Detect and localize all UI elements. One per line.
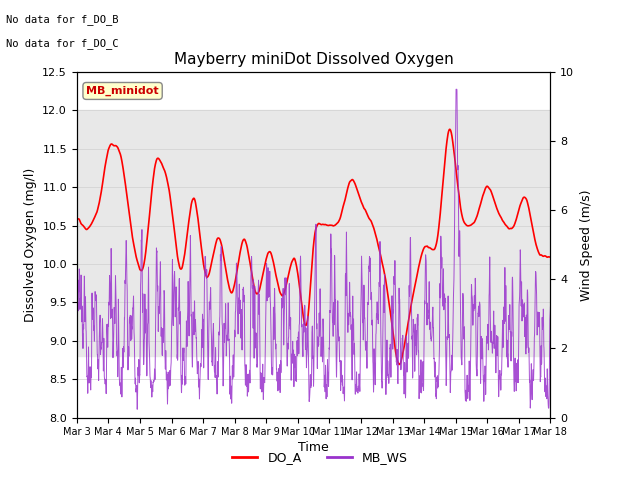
Text: MB_minidot: MB_minidot bbox=[86, 86, 159, 96]
Text: No data for f_DO_B: No data for f_DO_B bbox=[6, 14, 119, 25]
Text: No data for f_DO_C: No data for f_DO_C bbox=[6, 38, 119, 49]
Title: Mayberry miniDot Dissolved Oxygen: Mayberry miniDot Dissolved Oxygen bbox=[173, 52, 454, 67]
Bar bbox=[77, 110, 550, 356]
Legend: DO_A, MB_WS: DO_A, MB_WS bbox=[227, 446, 413, 469]
Y-axis label: Wind Speed (m/s): Wind Speed (m/s) bbox=[580, 189, 593, 300]
Y-axis label: Dissolved Oxygen (mg/l): Dissolved Oxygen (mg/l) bbox=[24, 168, 36, 322]
X-axis label: Time: Time bbox=[298, 442, 329, 455]
